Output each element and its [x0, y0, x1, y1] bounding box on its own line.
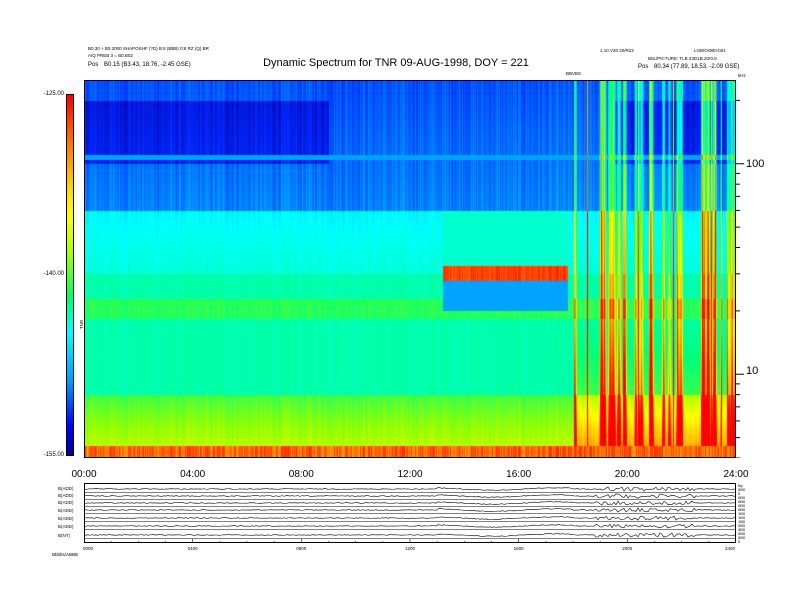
panel-right-label: 1B0	[738, 515, 746, 520]
header-left-line2: A/Q PREB 3 = B0.B02	[88, 53, 133, 58]
x-tick-1600: 16:00	[506, 469, 532, 480]
panel-label-4: B(ADD)	[58, 508, 74, 513]
header-right-pos-value: 80.34 (77.89, 18.53, -2.09 GSE)	[654, 64, 740, 70]
panel-right-label: 0B0	[738, 535, 746, 540]
panel-x-tick-0000: 0000	[82, 546, 93, 551]
panel-right-label: 0	[738, 539, 741, 544]
y-tick-100: 100	[746, 158, 765, 170]
panel-x-tick-1600: 1600	[513, 546, 524, 551]
panel-right-label: 1B0	[738, 519, 746, 524]
panel-label-2: B(ADD)	[58, 493, 74, 498]
colorbar-tick-top: -125.00	[43, 91, 64, 97]
panel-right-label: 3B0	[738, 527, 746, 532]
colorbar	[66, 94, 74, 456]
spectrogram-heatmap	[84, 80, 736, 458]
x-tick-0800: 08:00	[288, 469, 314, 480]
panel-x-tick-0400: 0400	[187, 546, 198, 551]
event-marker-label: BBVBS	[566, 71, 582, 76]
panel-right-label: 0B0	[738, 503, 746, 508]
header-left-pos-label: Pos	[88, 62, 99, 68]
panel-label-1: B(ADD)	[58, 486, 74, 491]
y-unit-label: kHz	[738, 73, 746, 78]
panel-right-label: 0B0	[738, 487, 746, 492]
panel-footer-label: Bbbbs/ABBB	[52, 552, 79, 557]
header-left-line1: B0.30 + B0.2000 SHAPOSHF (?D) B:8 (BBB) …	[88, 46, 209, 51]
y-axis-ticks	[736, 99, 744, 458]
header-right-line3: B0L/PICTURE: TLB 23D1B.20r0.5	[648, 56, 717, 61]
panel-right-label: Bp	[738, 483, 743, 488]
panel-x-tick-1200: 1200	[404, 546, 415, 551]
header-left-pos-value: B0.15 (B3.43, 18.76, -2.45 GSE)	[104, 62, 191, 68]
panel-trace	[84, 523, 736, 529]
panel-label-6: B(ADD)	[58, 524, 74, 529]
panel-label-5: B(ADD)	[58, 516, 74, 521]
colorbar-tick-bottom: -155.00	[43, 452, 64, 458]
panel-x-tick-2400: 2400	[724, 546, 735, 551]
x-tick-2400: 24:00	[723, 469, 749, 480]
x-tick-2000: 20:00	[614, 469, 640, 480]
panel-label-7: B(NT)	[58, 533, 70, 538]
panel-right-label: 1B0	[738, 511, 746, 516]
panel-label-3: B(ADD)	[58, 500, 74, 505]
header-right-pos-label: Pos	[638, 64, 649, 70]
chart-title: Dynamic Spectrum for TNR 09-AUG-1998, DO…	[263, 57, 529, 69]
panel-trace	[84, 500, 736, 506]
x-tick-1200: 12:00	[397, 469, 423, 480]
panel-right-label: 0B0	[738, 495, 746, 500]
panel-right-label: 0B0	[738, 523, 746, 528]
parameter-traces-panel	[84, 483, 736, 543]
panel-trace	[84, 515, 736, 521]
y-tick-10: 10	[746, 365, 759, 377]
panel-trace	[84, 507, 736, 513]
panel-x-tick-2000: 2000	[622, 546, 633, 551]
header-right-line1: 1.10 V20 20/R22	[600, 48, 634, 53]
panel-right-label: 0B0	[738, 507, 746, 512]
panel-right-label: 0B0	[738, 499, 746, 504]
panel-x-tick-0800: 0800	[296, 546, 307, 551]
panel-trace	[84, 486, 736, 492]
header-right-line2: LOB/OOB0-b01	[694, 48, 726, 53]
panel-trace	[84, 532, 736, 538]
panel-trace	[84, 493, 736, 499]
header-left-pos: Pos B0.15 (B3.43, 18.76, -2.45 GSE)	[88, 62, 191, 69]
panel-right-label: 0B0	[738, 531, 746, 536]
header-right-pos: Pos 80.34 (77.89, 18.53, -2.09 GSE)	[638, 64, 739, 71]
panel-right-label: 0	[738, 491, 741, 496]
x-tick-0400: 04:00	[180, 469, 206, 480]
colorbar-tick-mid: -140.00	[43, 271, 64, 277]
x-tick-0000: 00:00	[71, 469, 97, 480]
